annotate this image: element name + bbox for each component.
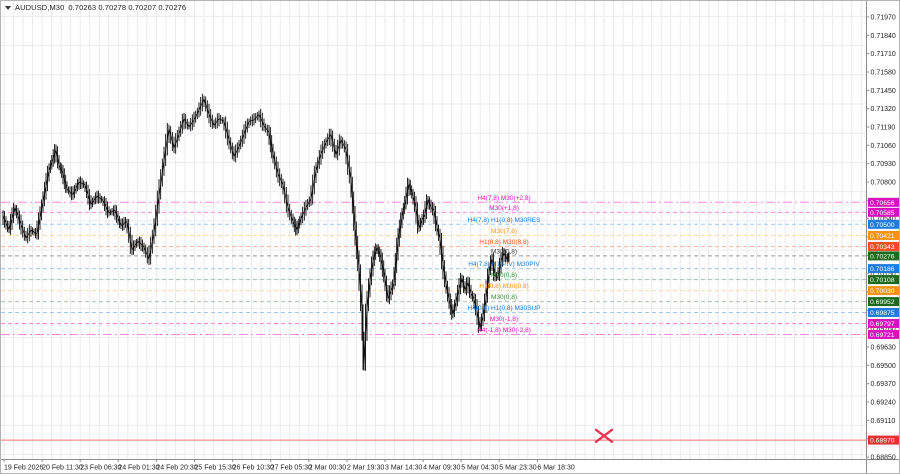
marker-layer (594, 428, 614, 443)
level-label: H4(7,8) M30(+2,8) (477, 195, 530, 202)
price-tag-value: 0.70030 (870, 288, 895, 295)
level-lines-layer (1, 201, 867, 441)
time-axis-label: 25 Feb 15:30 (195, 465, 236, 472)
level-label: M30(+1,8) (489, 205, 519, 212)
price-tag[interactable] (868, 251, 899, 261)
price-tag[interactable] (868, 329, 899, 339)
grid-layer (1, 1, 867, 460)
price-axis-label: 0.71190 (871, 125, 896, 132)
level-label: H4(-1,8) M30(-2,8) (477, 327, 531, 334)
price-axis-label: 0.70150 (871, 271, 896, 278)
time-axis-label: 5 Mar 23:30 (499, 465, 536, 472)
price-axis-label: 0.71580 (871, 70, 896, 77)
price-axis-label: 0.68850 (871, 455, 896, 462)
symbol-dropdown-icon[interactable] (5, 5, 11, 10)
price-axis-label: 0.69240 (871, 400, 896, 407)
price-tags-layer: 0.70656 0.70585 0.70500 0.70421 0.70343 0.702… (868, 197, 899, 445)
cross-marker-icon[interactable] (594, 428, 614, 443)
price-tag[interactable] (868, 264, 899, 274)
level-label: H1(0,8) M30(0,8) (479, 283, 529, 290)
time-axis-label: 2 Mar 19:30 (347, 465, 384, 472)
price-tag[interactable] (868, 297, 899, 307)
level-labels-layer: H4(7,8) M30(+2,8) M30(+1,8) H4(7,8) H1(0,8… (468, 195, 542, 334)
level-label: M30(0,8) (491, 248, 517, 255)
price-tag[interactable] (868, 286, 899, 296)
price-tag-value: 0.70656 (870, 200, 895, 207)
price-tag-value: 0.69952 (870, 299, 895, 306)
price-axis-label: 0.71970 (871, 15, 896, 22)
price-axis-label: 0.69760 (871, 326, 896, 333)
price-tag[interactable] (868, 230, 899, 240)
price-axis-label: 0.69500 (871, 363, 896, 370)
time-axis-label: 19 Feb 2026 (4, 465, 43, 472)
price-bars-layer (2, 93, 510, 371)
price-tag[interactable] (868, 219, 899, 229)
time-axis-label: 2 Mar 00:30 (309, 465, 346, 472)
price-tag[interactable] (868, 307, 899, 317)
symbol-period-label: AUDUSD,M30 (15, 3, 65, 12)
price-axis-label: 0.71840 (871, 33, 896, 40)
level-label: M30(-1,8) (490, 316, 518, 323)
price-tag[interactable] (868, 435, 899, 445)
price-tag-value: 0.70500 (870, 222, 895, 229)
price-tag-value: 0.70585 (870, 210, 895, 217)
price-axis-label: 0.71450 (871, 88, 896, 95)
price-axis-label: 0.70540 (871, 216, 896, 223)
level-label: M30(0,8) (491, 272, 517, 279)
ohlc-values: 0.70263 0.70278 0.70207 0.70276 (68, 3, 187, 12)
price-tag[interactable] (868, 241, 899, 251)
level-label: M30(7,8) (491, 228, 517, 235)
price-tag-value: 0.70108 (870, 277, 895, 284)
price-axis-label: 0.70930 (871, 161, 896, 168)
price-axis-label: 0.69110 (871, 418, 896, 425)
time-axis-label: 27 Feb 05:30 (271, 465, 312, 472)
price-tag-value: 0.69797 (870, 321, 895, 328)
time-axis-label: 26 Feb 10:30 (233, 465, 274, 472)
price-tag[interactable] (868, 275, 899, 285)
time-axis-label: 6 Mar 18:30 (537, 465, 574, 472)
level-label: H4(7,8) H1(PIV) M30PIV (468, 261, 540, 268)
chart-title: AUDUSD,M30 0.70263 0.70278 0.70207 0.702… (5, 3, 186, 12)
price-tag[interactable] (868, 197, 899, 207)
price-tag[interactable] (868, 207, 899, 217)
price-tag-value: 0.69721 (870, 332, 895, 339)
price-axis-label: 0.70800 (871, 180, 896, 187)
price-axis-label: 0.71710 (871, 51, 896, 58)
price-axis-label: 0.69630 (871, 345, 896, 352)
level-label: H4(0,8) H1(0,8) M30SUP (468, 305, 541, 312)
price-axis-label: 0.71060 (871, 143, 896, 150)
level-label: M30(0,8) (491, 294, 517, 301)
time-axis-label: 24 Feb 01:30 (118, 465, 159, 472)
level-label: H4(7,8) H1(0,8) M30RES (468, 217, 542, 224)
time-axis-label: 5 Mar 04:30 (461, 465, 498, 472)
price-tag-value: 0.68970 (870, 438, 895, 445)
price-tag-value: 0.70276 (870, 253, 895, 260)
level-label: H1(8,8) M30(8,8) (479, 239, 529, 246)
time-axis-label: 23 Feb 06:30 (80, 465, 121, 472)
price-tag-value: 0.70343 (870, 244, 895, 251)
time-axis-label: 4 Mar 09:30 (423, 465, 460, 472)
time-axis-label: 3 Mar 14:30 (385, 465, 422, 472)
price-tag-value: 0.70186 (870, 266, 895, 273)
time-axis-label: 24 Feb 20:30 (156, 465, 197, 472)
price-axis-label: 0.71320 (871, 106, 896, 113)
price-tag-value: 0.69875 (870, 310, 895, 317)
time-axis-label: 20 Feb 11:30 (42, 465, 83, 472)
price-tag-value: 0.70421 (870, 233, 895, 240)
price-axis-label: 0.69370 (871, 381, 896, 388)
price-tag[interactable] (868, 318, 899, 328)
